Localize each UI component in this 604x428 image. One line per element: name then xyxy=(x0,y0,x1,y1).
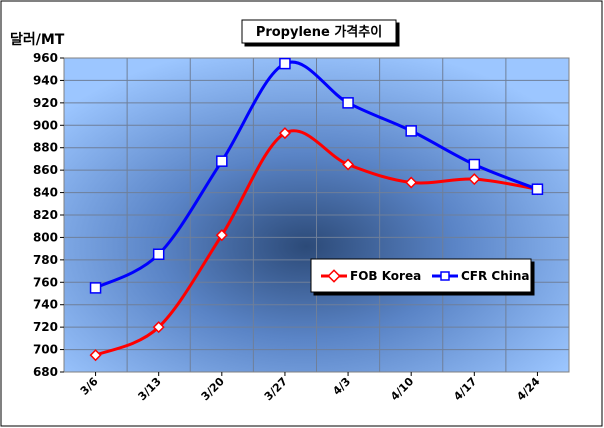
y-tick-label: 940 xyxy=(33,73,58,87)
point-fob-korea xyxy=(215,229,228,242)
legend-label-fob-korea: FOB Korea xyxy=(350,269,421,283)
chart-title: Propylene 가격추이 xyxy=(256,24,382,40)
y-tick-label: 760 xyxy=(33,275,58,289)
y-axis-label: 달러/MT xyxy=(10,32,65,48)
point-cfr-china xyxy=(342,97,354,109)
y-tick-label: 720 xyxy=(33,320,58,334)
series xyxy=(89,57,544,362)
legend-label-cfr-china: CFR China xyxy=(461,269,530,283)
legend-marker-fob-korea xyxy=(327,269,341,283)
series-line-cfr-china xyxy=(94,60,538,290)
point-cfr-china xyxy=(279,57,291,70)
point-cfr-china xyxy=(89,282,102,294)
point-fob-korea xyxy=(89,349,102,362)
y-tick-label: 880 xyxy=(33,141,58,155)
point-fob-korea xyxy=(468,173,481,186)
y-tick-label: 740 xyxy=(33,298,58,312)
point-cfr-china xyxy=(152,248,165,260)
point-fob-korea xyxy=(405,176,418,189)
series-line-fob-korea xyxy=(94,129,538,357)
point-fob-korea xyxy=(152,321,165,334)
y-tick-label: 800 xyxy=(33,230,58,244)
y-tick-label: 680 xyxy=(33,365,58,379)
legend: FOB Korea CFR China xyxy=(310,258,532,293)
y-tick-label: 700 xyxy=(33,343,58,357)
point-cfr-china xyxy=(468,158,481,171)
y-tick-label: 900 xyxy=(33,118,58,132)
point-fob-korea xyxy=(278,127,291,140)
point-fob-korea xyxy=(342,158,355,171)
y-tick-label: 840 xyxy=(33,186,58,200)
y-tick-label: 820 xyxy=(33,208,58,222)
y-tick-label: 860 xyxy=(33,163,58,177)
legend-box xyxy=(310,258,532,293)
chart-title-box: Propylene 가격추이 xyxy=(241,19,397,44)
point-cfr-china xyxy=(405,125,417,137)
point-cfr-china xyxy=(216,155,228,167)
y-tick-label: 920 xyxy=(33,96,58,110)
title-box xyxy=(241,19,397,44)
y-tick-label: 960 xyxy=(33,51,58,65)
y-tick-label: 780 xyxy=(33,253,58,267)
point-cfr-china xyxy=(531,183,544,195)
legend-marker-cfr-china xyxy=(440,271,450,281)
